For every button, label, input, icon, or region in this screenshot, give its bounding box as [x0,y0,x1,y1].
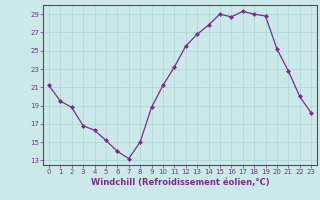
X-axis label: Windchill (Refroidissement éolien,°C): Windchill (Refroidissement éolien,°C) [91,178,269,187]
